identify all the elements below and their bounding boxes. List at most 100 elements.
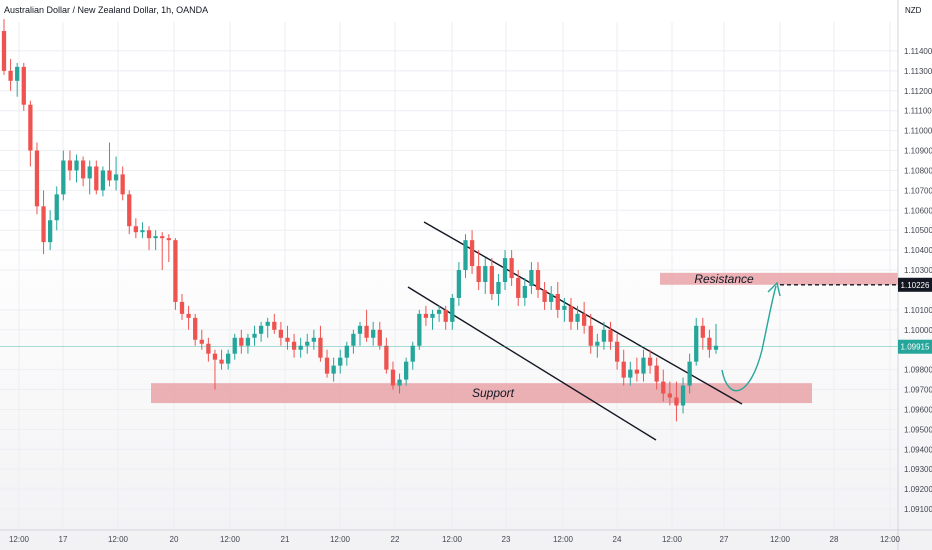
candles [1, 19, 719, 422]
candle [377, 321, 382, 350]
candle-body [272, 321, 277, 330]
candle-body [61, 160, 66, 195]
x-tick-label: 27 [720, 535, 729, 544]
support-label: Support [472, 386, 515, 400]
candle-body [113, 174, 119, 181]
candle-body [529, 270, 534, 286]
x-tick-label: 22 [391, 535, 400, 544]
price-axis: 1.11400 1.11300 1.11200 1.11100 1.11000 1.109… [897, 0, 932, 550]
x-tick-label: 23 [502, 535, 511, 544]
x-tick-label: 17 [59, 535, 68, 544]
candle-body [179, 301, 185, 314]
candle [127, 190, 132, 235]
candle [654, 357, 659, 390]
candle-body [549, 293, 554, 302]
y-tick-label: 1.11300 [904, 67, 932, 76]
x-tick-label: 12:00 [108, 535, 129, 544]
candle [338, 349, 343, 374]
candle-body [344, 345, 349, 358]
candle-body [285, 337, 290, 342]
candle [436, 305, 442, 322]
candle-body [54, 194, 59, 221]
candle-body [252, 333, 257, 338]
candle [549, 285, 554, 310]
candle [509, 250, 514, 286]
candle-body [463, 240, 468, 271]
candle-body [232, 337, 237, 354]
candle [34, 142, 40, 215]
candle [67, 150, 73, 181]
candle-body [687, 361, 692, 386]
candle [94, 160, 99, 195]
candle-body [489, 266, 494, 294]
candle [87, 160, 92, 195]
candle-body [404, 361, 409, 380]
candle [351, 329, 356, 354]
candle [258, 321, 264, 342]
y-tick-label: 1.09700 [904, 386, 932, 395]
y-tick-label: 1.11000 [904, 127, 932, 136]
candle [397, 373, 402, 394]
candle-body [661, 381, 666, 394]
candle-body [628, 369, 633, 378]
candle-body [601, 329, 607, 342]
candle-body [153, 236, 158, 239]
candle-body [575, 313, 580, 322]
candle [476, 250, 481, 290]
y-tick-label: 1.10100 [904, 306, 932, 315]
y-tick-label: 1.10700 [904, 186, 932, 195]
candle-body [351, 333, 356, 346]
candle [28, 100, 33, 167]
candle-body [34, 150, 40, 207]
y-tick-label: 1.09200 [904, 485, 932, 494]
candle-body [502, 258, 508, 282]
x-tick-label: 12:00 [220, 535, 241, 544]
candle [614, 333, 620, 370]
candle [417, 309, 422, 350]
candle [390, 361, 396, 390]
candle [647, 349, 653, 374]
candle-body [436, 309, 442, 314]
y-tick-label: 1.10000 [904, 326, 932, 335]
candle [450, 293, 455, 330]
x-tick-label: 20 [170, 535, 179, 544]
candle-body [483, 266, 488, 282]
candle [8, 58, 13, 91]
candle [1, 19, 7, 75]
candle-body [160, 236, 165, 239]
target-price-tag [898, 277, 932, 292]
candle-body [357, 325, 363, 334]
candle-body [694, 325, 699, 362]
candle-body [568, 305, 574, 322]
candle-body [305, 341, 310, 346]
x-tick-label: 12:00 [553, 535, 574, 544]
candle [489, 258, 494, 300]
candle [48, 210, 53, 251]
candle [166, 234, 171, 263]
candle-body [127, 194, 132, 227]
candle [582, 301, 587, 334]
projection-arrow-head [767, 281, 781, 297]
y-tick-label: 1.10800 [904, 166, 932, 175]
x-tick-label: 12:00 [662, 535, 683, 544]
candle [324, 349, 330, 378]
time-axis: 12:00 17 12:00 20 12:00 21 12:00 22 12:00 23 12:00… [0, 529, 932, 544]
candle-body [397, 379, 402, 386]
candle [199, 329, 204, 350]
candle [371, 321, 376, 346]
candle [305, 333, 310, 354]
candle-body [133, 226, 138, 233]
candle-body [15, 66, 20, 81]
candle-body [87, 166, 92, 179]
candle [291, 333, 297, 358]
candle-body [324, 357, 330, 374]
candle-body [634, 369, 640, 374]
candle-body [700, 325, 705, 338]
candle [245, 333, 251, 354]
candle [140, 222, 145, 239]
candle-body [28, 104, 33, 151]
candle-body [555, 293, 560, 310]
candle-body [384, 345, 389, 370]
